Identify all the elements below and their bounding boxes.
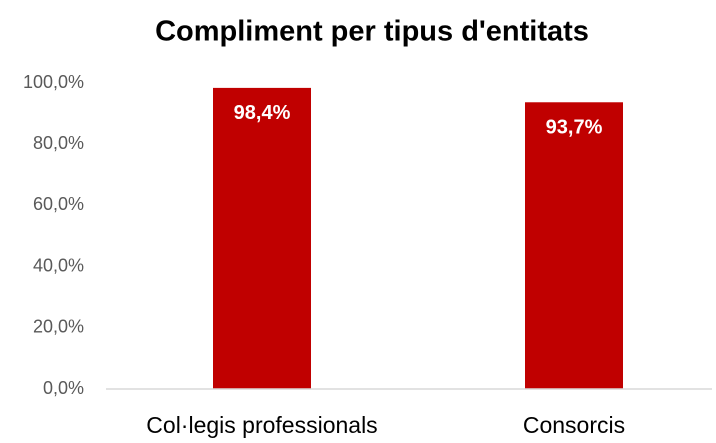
x-tick-label: Col·legis professionals [146,412,377,438]
value-label: 98,4% [234,102,291,124]
y-tick-label: 20,0% [33,317,84,337]
bar [213,87,311,389]
chart-title: Compliment per tipus d'entitats [155,16,589,48]
x-tick-label: Consorcis [523,412,625,438]
y-tick-label: 0,0% [43,378,84,398]
y-tick-label: 80,0% [33,133,84,153]
value-label: 93,7% [546,117,603,139]
y-tick-label: 100,0% [23,72,84,92]
y-tick-label: 40,0% [33,255,84,275]
y-tick-label: 60,0% [33,194,84,214]
bar [525,102,623,389]
